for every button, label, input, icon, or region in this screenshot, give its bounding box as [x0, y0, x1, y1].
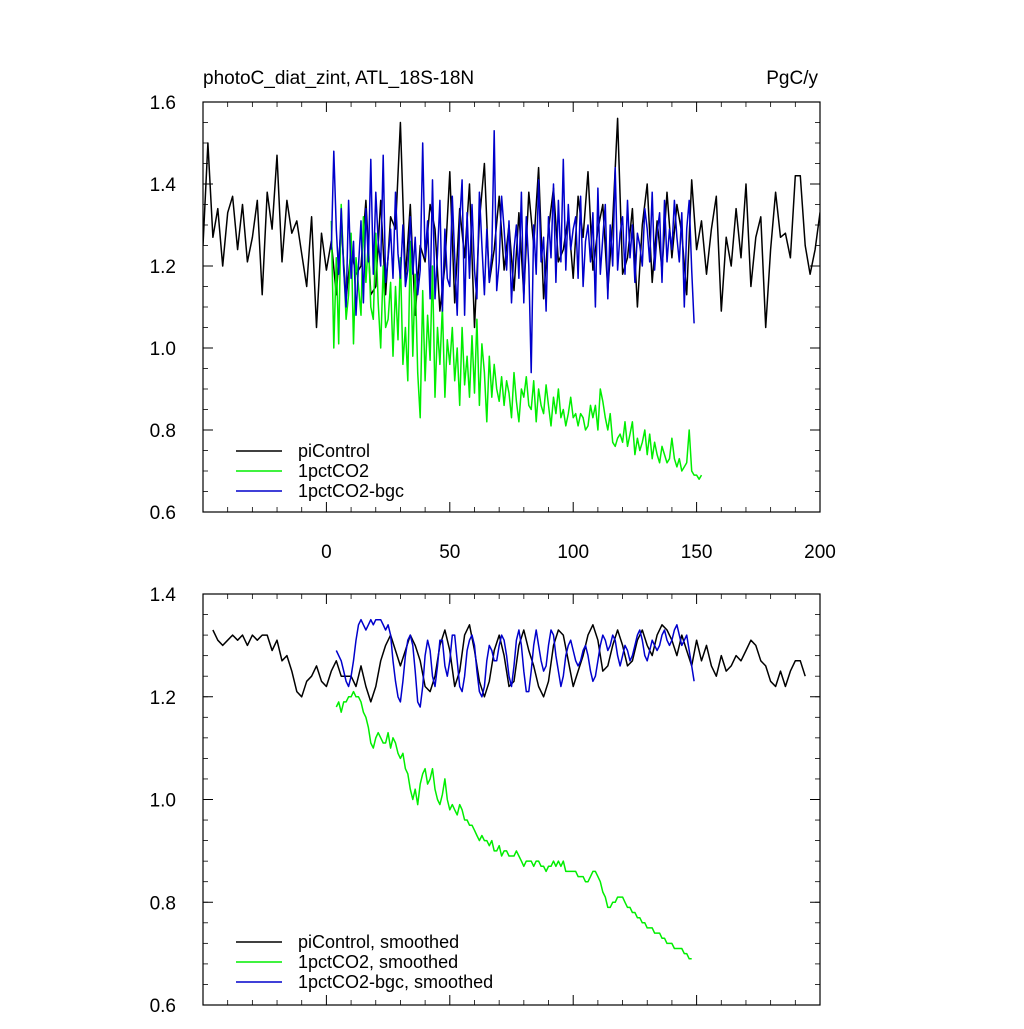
- y-tick-label: 1.4: [150, 585, 177, 606]
- y-tick-label: 0.8: [150, 893, 176, 914]
- series-group: [212, 618, 806, 960]
- y-tick-label: 1.2: [150, 257, 176, 278]
- units-label: PgC/y: [766, 68, 818, 89]
- legend-label: piControl: [298, 441, 370, 461]
- y-tick-label: 0.6: [150, 503, 176, 524]
- series-line-1pctCO2-bgc: [335, 618, 695, 708]
- x-tick-label: 50: [439, 542, 460, 563]
- series-line-1pctCO2: [335, 690, 692, 960]
- legend-label: piControl, smoothed: [298, 932, 459, 952]
- y-tick-label: 1.6: [150, 93, 176, 114]
- series-group: [203, 117, 820, 480]
- panel-1: photoC_diat_zint, ATL_18S-18N PgC/y 0.6 0.8…: [150, 68, 836, 563]
- x-tick-label: 100: [557, 542, 589, 563]
- legend-label: 1pctCO2: [298, 461, 369, 481]
- series-line-1pctCO2: [330, 203, 703, 480]
- y-tick-label: 1.0: [150, 791, 176, 812]
- x-tick-label: 200: [804, 542, 836, 563]
- y-tick-label: 1.0: [150, 339, 176, 360]
- y-tick-label: 0.8: [150, 421, 176, 442]
- legend-label: 1pctCO2, smoothed: [298, 952, 458, 972]
- series-line-piControl: [212, 624, 806, 703]
- chart-title: photoC_diat_zint, ATL_18S-18N: [203, 68, 474, 89]
- y-tick-label: 1.2: [150, 688, 176, 709]
- x-tick-label: 0: [321, 542, 332, 563]
- y-tick-label: 1.4: [150, 175, 177, 196]
- legend-label: 1pctCO2-bgc, smoothed: [298, 972, 493, 992]
- plot-frame: [202, 593, 821, 1006]
- plot-frame: [202, 101, 821, 513]
- legend-label: 1pctCO2-bgc: [298, 481, 404, 501]
- x-tick-label: 150: [681, 542, 713, 563]
- series-line-piControl: [203, 117, 820, 329]
- y-tick-label: 0.6: [150, 996, 176, 1017]
- series-line-1pctCO2-bgc: [330, 129, 695, 374]
